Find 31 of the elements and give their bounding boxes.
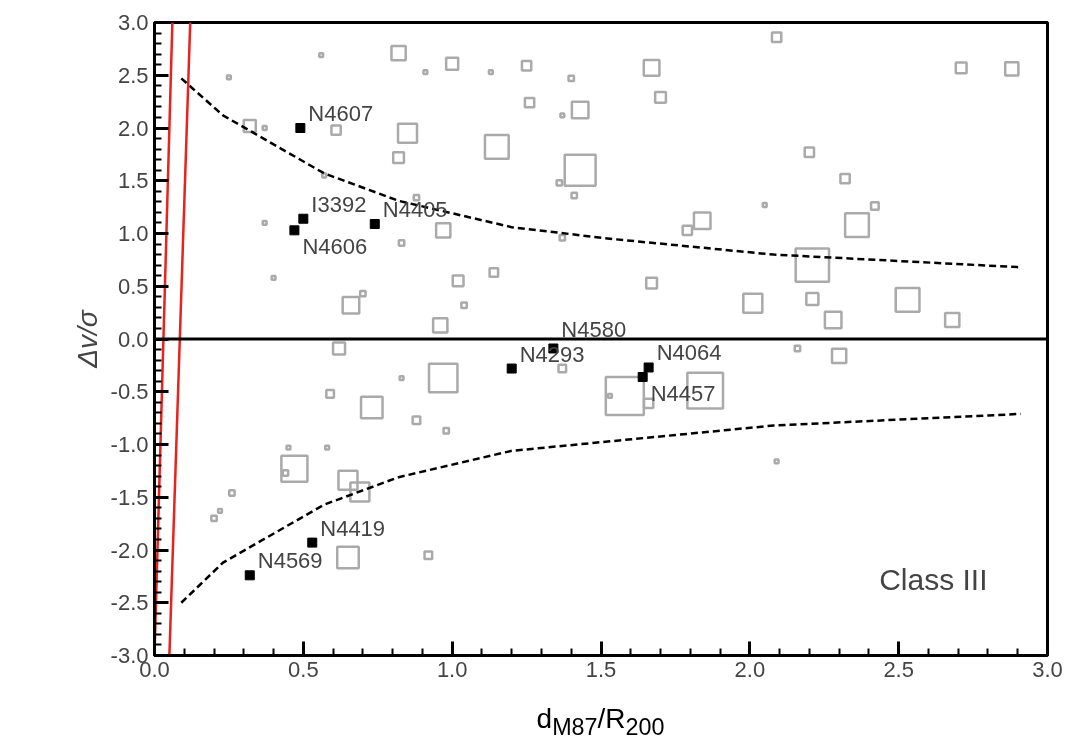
x-tick-label: 0.5 <box>288 656 319 682</box>
annotation: N4607 <box>308 101 374 126</box>
y-tick-label: 1.5 <box>117 168 149 194</box>
y-tick-label: 0.5 <box>117 273 149 299</box>
x-tick-label: 2.0 <box>734 656 766 682</box>
y-tick-label: 0.0 <box>117 326 149 352</box>
annotation: N4064 <box>656 340 722 366</box>
y-tick-label: 3.0 <box>117 10 149 35</box>
y-axis-title: Δv/σ <box>71 309 103 369</box>
annotation: I3392 <box>311 191 367 217</box>
y-tick-label: 2.0 <box>117 115 149 141</box>
y-tick-label: -2.5 <box>110 590 149 616</box>
y-tick-label: -2.0 <box>110 537 149 563</box>
y-tick-label: -0.5 <box>110 379 149 405</box>
annotation: N4457 <box>650 380 716 406</box>
x-axis-title: d$_{M87}$/R$_{200}$ <box>536 703 665 740</box>
annotation: Class III <box>879 562 988 596</box>
y-tick-label: -1.0 <box>110 432 149 457</box>
x-tick-label: 1.0 <box>436 656 468 682</box>
annotation: N4606 <box>302 234 368 260</box>
y-tick-label: 1.0 <box>117 221 149 246</box>
annotation: N4580 <box>561 317 627 343</box>
x-tick-label: 2.5 <box>883 656 914 682</box>
annotation: N4405 <box>382 197 448 223</box>
annotation: N4293 <box>519 341 585 367</box>
annotation: N4569 <box>257 548 323 574</box>
annotation: N4419 <box>320 515 386 541</box>
x-tick-label: 3.0 <box>1032 656 1063 682</box>
y-tick-label: -1.5 <box>110 484 149 510</box>
y-tick-label: 2.5 <box>117 62 149 88</box>
x-tick-label: 1.5 <box>585 656 617 682</box>
